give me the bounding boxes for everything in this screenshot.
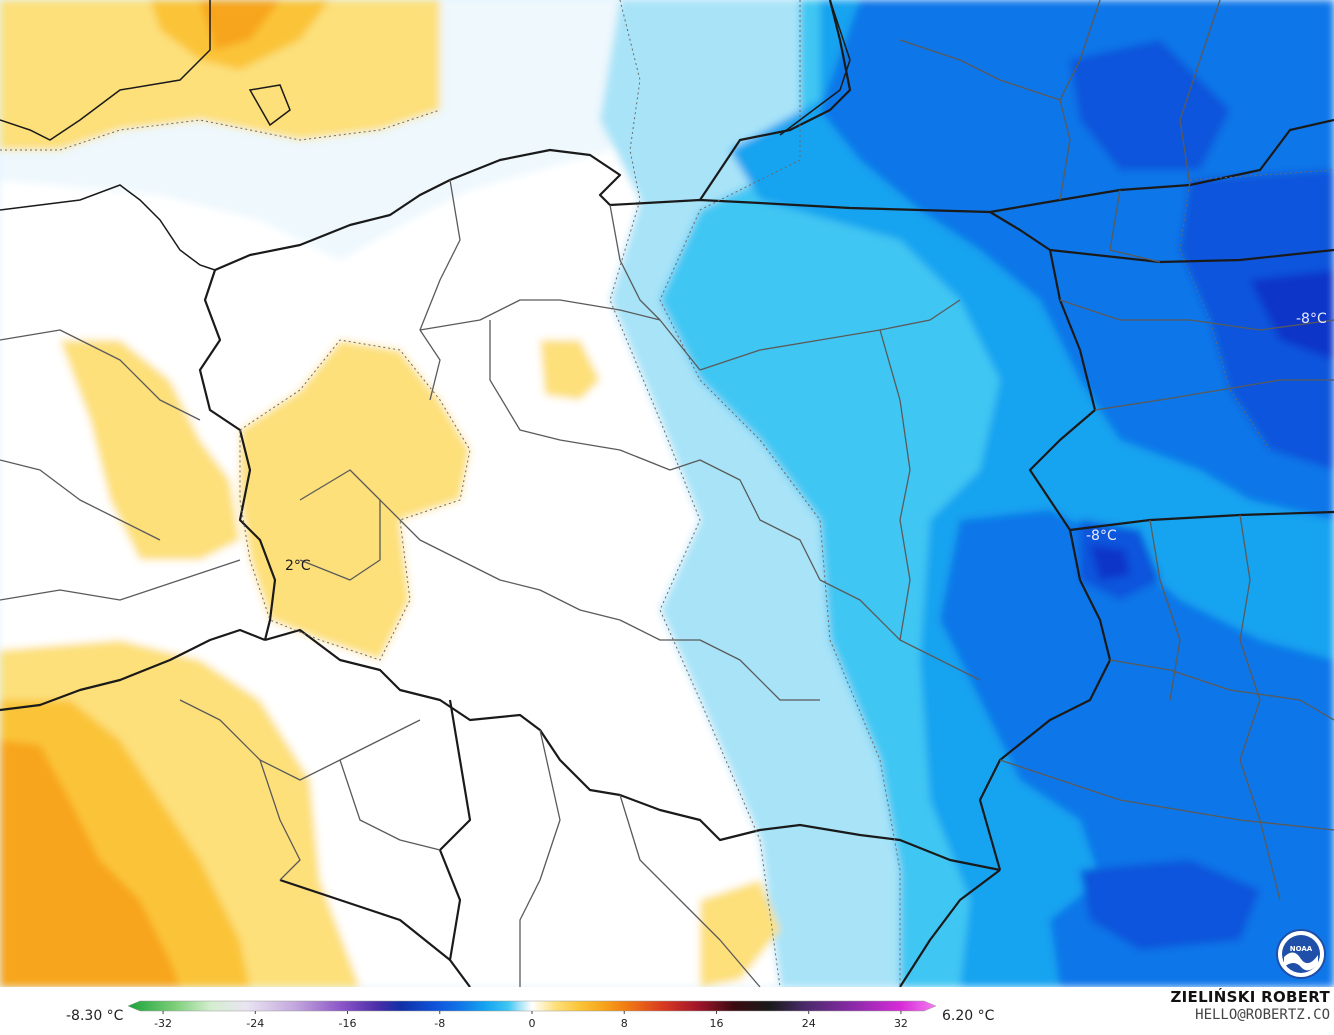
isotherm [0, 109, 441, 151]
warm-pale-center [240, 340, 470, 660]
warm-pale-south-east [700, 880, 780, 987]
border-hungary-ukraine [899, 869, 1001, 987]
border-belarus-east [1049, 248, 1334, 264]
region-border [0, 329, 201, 421]
colorbar-tick-label: -8 [434, 1017, 445, 1030]
region-border [419, 179, 461, 401]
warm-pale-center-west [60, 340, 240, 560]
region-border [609, 204, 661, 321]
region-border [1109, 659, 1334, 721]
isotherms [0, 0, 1334, 987]
legend-min-label: -8.30 °C [66, 1008, 124, 1024]
colorbar-tick-label: 32 [894, 1017, 908, 1030]
noaa-logo-icon: NOAA [1276, 929, 1326, 979]
coldest-core-east [1090, 545, 1130, 580]
border-germany-czech [0, 628, 266, 712]
coast-detail-line [0, 184, 216, 271]
colorbar-tick-label: -16 [339, 1017, 357, 1030]
colorbar-tick-label: 8 [621, 1017, 628, 1030]
region-border [379, 499, 621, 621]
region-border [1179, 0, 1221, 186]
cold-zone-south [1080, 860, 1260, 950]
border-austria [279, 878, 451, 961]
legend-footer: -8.30 °C -32 -24 -16 -8 0 8 16 24 32 6.20 °C ZIE… [0, 987, 1334, 1035]
colorbar: -32 -24 -16 -8 0 8 16 24 32 [128, 1000, 936, 1030]
region-border [1239, 514, 1281, 901]
border-germany-poland [198, 269, 277, 641]
region-border [619, 619, 820, 701]
region-border [299, 469, 381, 581]
coast-detail-line [248, 84, 291, 127]
coast-detail-line [0, 0, 211, 141]
cool-deep-zone-south [940, 510, 1334, 987]
isotherm [239, 339, 471, 661]
warm-deep-north [200, 0, 280, 50]
region-border [339, 759, 441, 851]
temperature-fill [0, 0, 1334, 987]
border-russia-lithuania [699, 0, 852, 201]
border-belarus-ukraine [1069, 510, 1334, 532]
coast-detail [0, 0, 851, 271]
region-border [179, 699, 421, 781]
region-border [259, 759, 301, 881]
author-credit: ZIELIŃSKI ROBERT [1170, 988, 1330, 1006]
region-border [1149, 519, 1181, 701]
region-border [899, 39, 1061, 101]
border-poland-ukraine [978, 529, 1112, 871]
temperature-map: 2°C -8°C -8°C [0, 0, 1334, 987]
colorbar-tick-label: -32 [154, 1017, 172, 1030]
region-border [0, 459, 161, 541]
colorbar-gradient [128, 1000, 936, 1012]
region-border [0, 559, 241, 601]
region-border [699, 299, 961, 371]
border-poland-belarus [989, 211, 1097, 531]
colorbar-ticks: -32 -24 -16 -8 0 8 16 24 32 [154, 1011, 908, 1030]
temp-label-east-top: -8°C [1296, 311, 1327, 327]
region-border [1109, 189, 1161, 263]
coast-detail-line [779, 0, 851, 136]
colorbar-tick-label: 16 [709, 1017, 723, 1030]
isotherm [1179, 169, 1334, 451]
colorbar-tick-label: -24 [246, 1017, 264, 1030]
cold-zone-lake [1070, 40, 1230, 170]
cold-zone [1180, 170, 1334, 470]
colorbar-tick-label: 24 [802, 1017, 816, 1030]
region-border [1059, 299, 1334, 331]
region-border [619, 794, 761, 987]
region-border [999, 759, 1334, 831]
temp-label-east-middle: -8°C [1086, 528, 1117, 544]
noaa-logo-text: NOAA [1290, 945, 1313, 953]
warm-deep-south [0, 740, 180, 987]
coldest-core [1250, 270, 1334, 360]
region-border [519, 729, 561, 987]
region-borders [0, 0, 1334, 987]
warm-pale-poland [540, 340, 600, 400]
region-border [819, 579, 981, 681]
region-border [1094, 379, 1334, 411]
warm-pale-north [0, 0, 440, 150]
temp-label-center-west: 2°C [285, 558, 311, 574]
legend-max-label: 6.20 °C [942, 1008, 995, 1024]
region-border [879, 329, 911, 641]
coastline-north [214, 148, 991, 272]
country-borders [0, 0, 1334, 987]
border-czech-poland [264, 628, 1001, 872]
cool-light-zone [600, 0, 900, 987]
region-border [669, 459, 821, 581]
author-contact: HELLO@ROBERTZ.CO [1195, 1007, 1330, 1023]
region-border [489, 320, 671, 471]
colorbar-tick-label: 0 [529, 1017, 536, 1030]
